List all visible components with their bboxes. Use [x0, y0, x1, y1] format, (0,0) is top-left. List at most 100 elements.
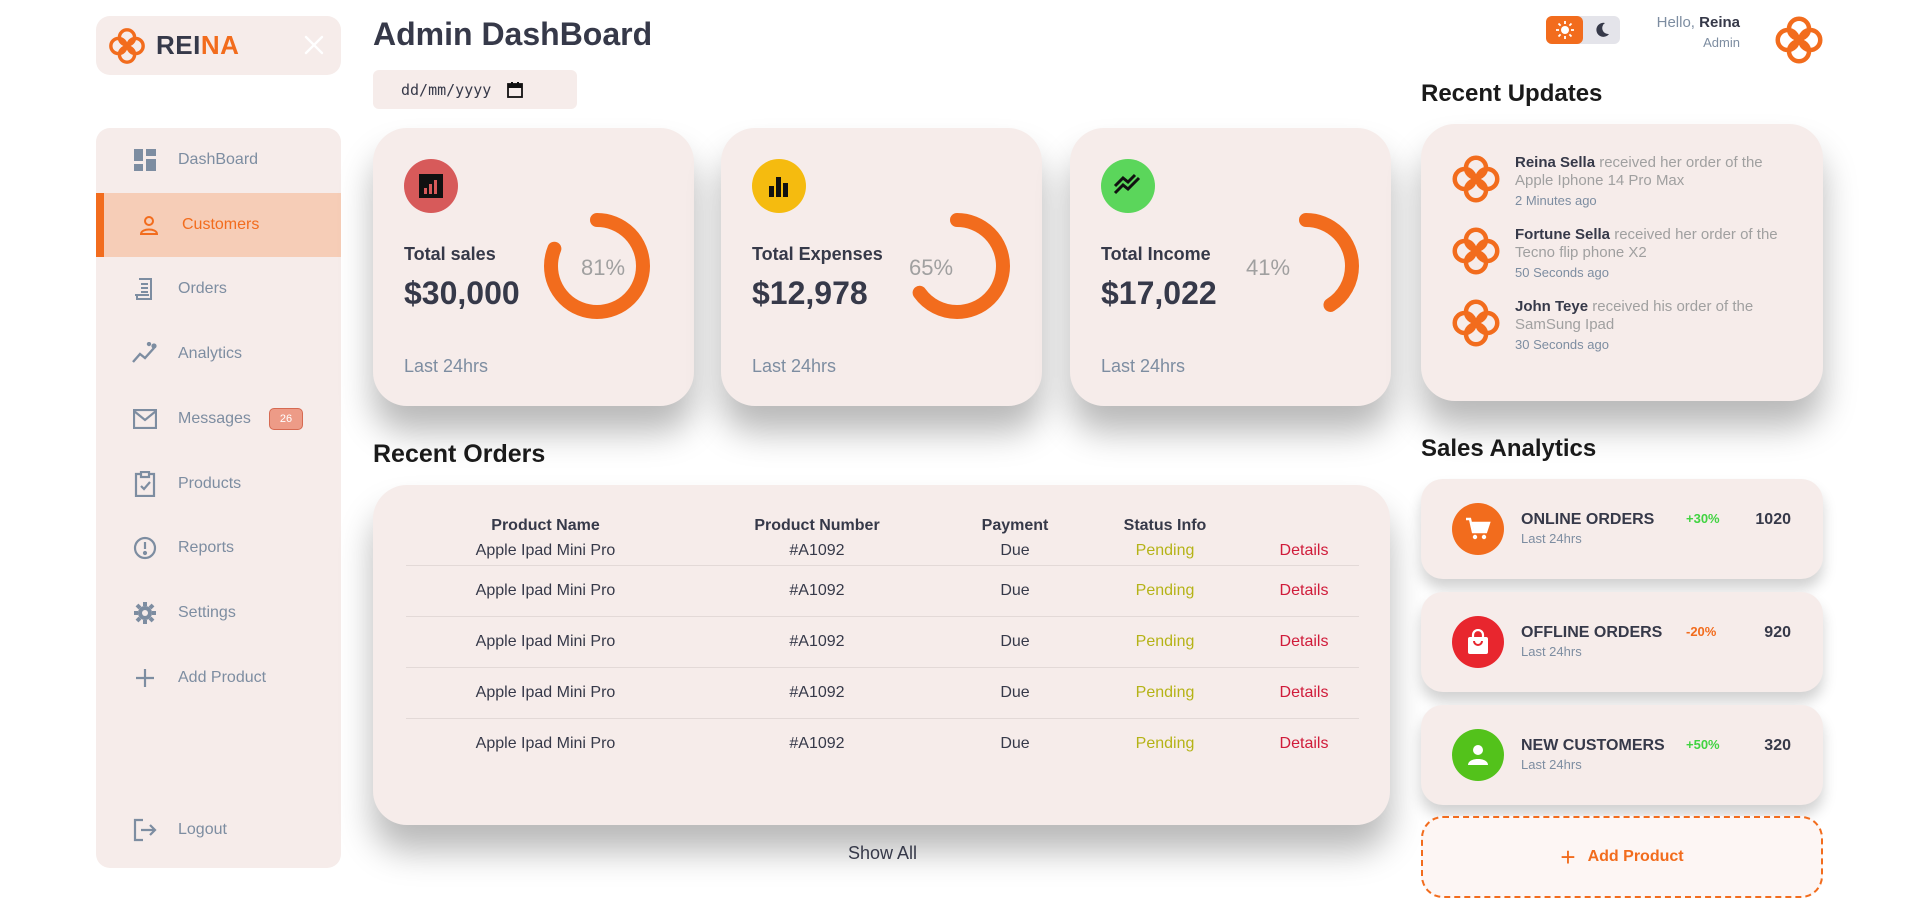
- theme-toggle[interactable]: [1546, 16, 1620, 44]
- user-avatar-icon: [1451, 154, 1501, 204]
- sun-icon[interactable]: [1546, 16, 1583, 44]
- progress-percent: 41%: [1246, 255, 1291, 280]
- user-greeting: Hello, Reina Admin: [1657, 14, 1740, 50]
- analytic-number: 1020: [1755, 511, 1791, 528]
- sidebar-item-label: Analytics: [178, 345, 243, 362]
- logout-label: Logout: [178, 821, 227, 838]
- recent-updates-panel: Reina Sella received her order of the Ap…: [1421, 124, 1823, 401]
- analytic-percent: -20%: [1686, 624, 1717, 639]
- gear-icon: [132, 600, 158, 626]
- update-message: received her order of the Tecno flip pho…: [1515, 226, 1778, 261]
- analytic-number: 920: [1764, 624, 1791, 641]
- analytic-label: NEW CUSTOMERS: [1521, 737, 1665, 754]
- hello-text: Hello,: [1656, 14, 1700, 31]
- update-user: John Teye: [1515, 298, 1589, 315]
- avatar[interactable]: [1774, 15, 1824, 65]
- page-title: Admin DashBoard: [373, 16, 653, 52]
- card-footer: Last 24hrs: [752, 356, 837, 376]
- table-row: Apple Ipad Mini Pro #A1092 Due Pending D…: [406, 667, 1359, 719]
- show-all-link[interactable]: Show All: [848, 843, 918, 863]
- person-icon: [136, 212, 162, 238]
- card-label: Total Expenses: [752, 244, 883, 264]
- analytic-label: OFFLINE ORDERS: [1521, 624, 1663, 641]
- sidebar-item-label: Products: [178, 475, 242, 492]
- col-header: Status Info: [1123, 517, 1207, 534]
- sidebar-item-dashboard[interactable]: DashBoard: [96, 128, 341, 192]
- sidebar-item-label: DashBoard: [178, 151, 259, 168]
- update-item: Fortune Sella received her order of the …: [1451, 226, 1801, 282]
- product-number: #A1092: [789, 734, 845, 752]
- col-header: Product Number: [754, 517, 880, 534]
- analytic-percent: +50%: [1686, 737, 1720, 752]
- details-link[interactable]: Details: [1279, 734, 1329, 752]
- sidebar-item-add-product[interactable]: Add Product: [96, 646, 341, 710]
- sidebar-item-settings[interactable]: Settings: [96, 581, 341, 645]
- sidebar-item-customers[interactable]: Customers: [96, 193, 341, 257]
- shopping-bag-icon: [1452, 616, 1504, 668]
- date-input[interactable]: dd/mm/yyyy: [373, 70, 577, 109]
- sales-analytics-title: Sales Analytics: [1421, 435, 1597, 462]
- sidebar-item-messages[interactable]: Messages 26: [96, 387, 341, 451]
- progress-percent: 65%: [909, 255, 954, 280]
- payment: Due: [949, 667, 1081, 719]
- close-icon[interactable]: [303, 34, 325, 56]
- product-name: Apple Ipad Mini Pro: [406, 565, 685, 617]
- table-row: Apple Ipad Mini Pro #A1092 Due Pending D…: [406, 565, 1359, 617]
- analytic-number: 320: [1764, 737, 1791, 754]
- calendar-icon[interactable]: [507, 81, 524, 98]
- moon-icon[interactable]: [1583, 16, 1620, 44]
- payment: Due: [949, 565, 1081, 617]
- sidebar-item-products[interactable]: Products: [96, 452, 341, 516]
- sidebar-item-analytics[interactable]: Analytics: [96, 322, 341, 386]
- new-customers-card: NEW CUSTOMERS Last 24hrs +50% 320: [1421, 705, 1823, 805]
- card-label: Total sales: [404, 244, 496, 264]
- payment: Due: [949, 537, 1081, 566]
- card-footer: Last 24hrs: [1101, 356, 1186, 376]
- product-number: #A1092: [685, 537, 949, 566]
- recent-updates-title: Recent Updates: [1421, 80, 1603, 107]
- details-link[interactable]: Details: [1249, 667, 1359, 719]
- plus-icon: +: [1560, 841, 1576, 872]
- progress-ring: [904, 213, 1010, 319]
- sidebar-item-label: Customers: [182, 216, 260, 233]
- total-expenses-card: Total Expenses $12,978 Last 24hrs 65%: [721, 128, 1042, 406]
- product-name: Apple Ipad Mini Pro: [406, 616, 685, 668]
- analytic-sub: Last 24hrs: [1521, 644, 1582, 659]
- col-header: [1249, 515, 1359, 537]
- user-role: Admin: [1703, 35, 1740, 50]
- sidebar-item-label: Messages: [178, 410, 251, 427]
- details-link[interactable]: Details: [1249, 565, 1359, 617]
- progress-ring: [544, 213, 650, 319]
- details-link[interactable]: Details: [1249, 616, 1359, 668]
- date-placeholder: dd/mm/yyyy: [401, 80, 492, 99]
- status: Pending: [1081, 667, 1249, 719]
- clipboard-check-icon: [132, 471, 158, 497]
- brand-logo-icon: [108, 27, 146, 65]
- messages-count-badge: 26: [268, 408, 304, 430]
- brand-name: REINA: [156, 30, 240, 60]
- analytic-percent: +30%: [1686, 511, 1720, 526]
- update-time: 50 Seconds ago: [1515, 265, 1609, 280]
- progress-percent: 81%: [581, 255, 626, 280]
- status: Pending: [1081, 565, 1249, 617]
- logout-button[interactable]: Logout: [96, 798, 341, 862]
- progress-arc: [544, 213, 650, 319]
- col-header: Payment: [981, 517, 1049, 534]
- product-number: #A1092: [685, 565, 949, 617]
- update-message: received his order of the SamSung Ipad: [1515, 298, 1754, 333]
- product-name: Apple Ipad Mini Pro: [406, 537, 685, 566]
- payment: Due: [949, 616, 1081, 668]
- status: Pending: [1081, 537, 1249, 566]
- sidebar-item-orders[interactable]: Orders: [96, 257, 341, 321]
- progress-ring: [1253, 213, 1359, 319]
- table-row: Apple Ipad Mini Pro #A1092 Due Pending D…: [406, 537, 1359, 566]
- grid-icon: [132, 147, 158, 173]
- details-link[interactable]: Details: [1249, 537, 1359, 566]
- offline-orders-card: OFFLINE ORDERS Last 24hrs -20% 920: [1421, 592, 1823, 692]
- add-product-button[interactable]: + Add Product: [1421, 816, 1823, 898]
- payment: Due: [1000, 734, 1030, 752]
- sidebar-item-reports[interactable]: Reports: [96, 516, 341, 580]
- sidebar: DashBoard Customers Orders Analytics Mes…: [96, 128, 341, 868]
- alert-circle-icon: [132, 535, 158, 561]
- cart-icon: [1452, 503, 1504, 555]
